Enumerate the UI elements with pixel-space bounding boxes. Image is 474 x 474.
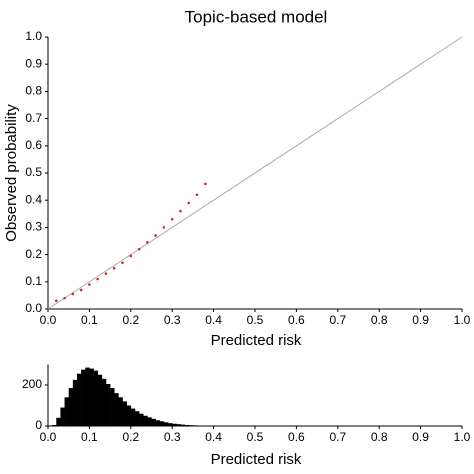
x-tick-label: 0.4 [205,430,222,444]
y-tick-label: 0.0 [25,301,42,315]
histogram-bar [101,378,107,426]
x-tick-label: 0.1 [81,430,98,444]
histogram-bar [134,411,140,426]
histogram-bar [76,373,82,426]
histogram-bar [163,422,169,426]
histogram-bar [114,393,119,426]
calibration-point [154,234,157,237]
calibration-point [146,241,149,244]
reference-line [47,36,463,310]
y-tick-label: 0.4 [25,192,42,206]
x-tick-label: 1.0 [454,430,471,444]
y-tick-label: 0.9 [25,56,42,70]
x-tick-label: 0.2 [122,430,139,444]
histogram-bar [176,424,181,426]
x-tick-label: 0.3 [164,313,181,327]
x-tick-label: 1.0 [454,313,471,327]
x-tick-label: 0.5 [247,313,264,327]
x-tick-label: 0.0 [40,313,57,327]
histogram-bar [105,383,111,426]
histogram-bar [126,405,132,426]
x-tick-label: 0.7 [329,313,346,327]
calibration-point [170,217,174,221]
calibration-point [104,272,108,275]
x-tick-label: 0.9 [412,313,429,327]
histogram-bar [172,423,177,426]
y-tick-label: 0.8 [25,84,42,98]
calibration-point [96,277,99,281]
x-tick-label: 0.4 [205,313,222,327]
x-tick-label: 0.9 [412,430,429,444]
histogram-bar [180,424,185,426]
histogram-bar [72,379,78,426]
histogram-bar [81,369,86,426]
histogram-bar [64,397,69,426]
y-tick-label: 0.7 [25,111,42,125]
y-tick-label: 0 [35,418,42,432]
x-tick-label: 0.6 [288,430,305,444]
histogram-bar [168,423,173,426]
x-tick-label: 0.8 [371,313,388,327]
chart-title: Topic-based model [185,7,328,26]
histogram-bar [147,417,152,426]
calibration-point [88,283,91,286]
histogram-bar [118,397,123,426]
histogram-bar [68,388,74,426]
calibration-point [195,193,199,197]
y-axis-label: Observed probability [3,104,20,242]
calibration-point [54,299,58,303]
histogram-bar [52,424,57,426]
y-tick-label: 0.6 [25,138,42,152]
histogram-bar [188,425,194,426]
histogram-bar [85,367,90,426]
calibration-point [204,182,207,186]
x-tick-label: 0.6 [288,313,305,327]
x-tick-label: 0.2 [122,313,139,327]
histogram-bar [122,401,127,426]
histogram-bar [155,420,161,426]
histogram-bar [56,417,61,426]
x-tick-label: 0.8 [371,430,388,444]
x-axis-label: Predicted risk [211,451,302,468]
histogram-bar [184,424,190,426]
histogram-bar [139,413,144,426]
x-axis-label: Predicted risk [211,332,302,349]
histogram-bar [151,418,156,426]
y-tick-label: 0.5 [25,165,42,179]
calibration-point [63,296,66,300]
y-tick-label: 200 [22,377,42,391]
x-tick-label: 0.1 [81,313,98,327]
histogram-bar [192,425,198,426]
calibration-point [187,201,191,205]
histogram-bar [143,415,148,426]
x-tick-label: 0.5 [247,430,264,444]
calibration-point [121,261,124,265]
calibration-point [129,254,133,258]
y-tick-label: 1.0 [25,29,42,43]
y-tick-label: 0.3 [25,220,42,234]
histogram-bar [60,407,65,426]
calibration-point [112,266,116,270]
x-tick-label: 0.0 [40,430,57,444]
x-tick-label: 0.3 [164,430,181,444]
calibration-point [179,209,182,213]
calibration-point [162,226,166,229]
x-tick-label: 0.7 [329,430,346,444]
calibration-point [71,292,75,296]
histogram-bar [159,421,165,426]
calibration-point [137,247,141,251]
histogram-bar [130,408,136,426]
y-tick-label: 0.2 [25,247,42,261]
histogram-bar [110,388,115,426]
y-tick-label: 0.1 [25,274,42,288]
histogram-bar [89,368,94,426]
histogram-bar [97,374,103,426]
calibration-point [79,288,83,292]
histogram-bar [93,370,98,426]
